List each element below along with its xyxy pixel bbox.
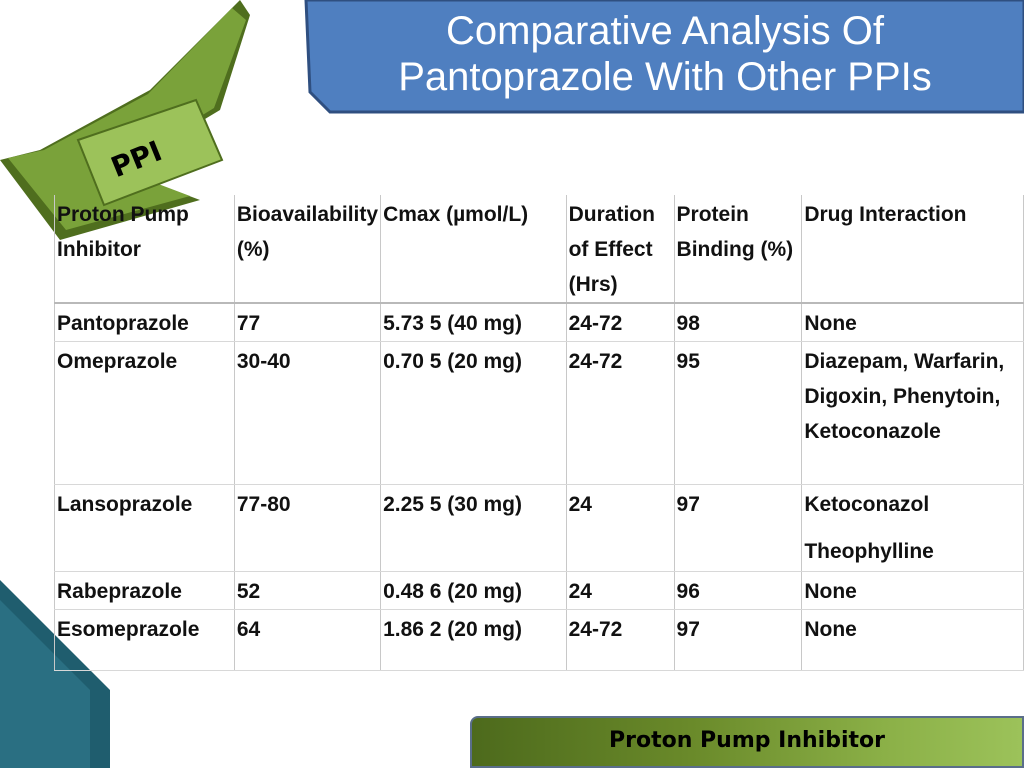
interaction-line: Theophylline [804, 540, 934, 563]
table-cell: 24 [565, 484, 675, 572]
table-cell: 96 [673, 571, 803, 610]
table-cell: None [801, 302, 1024, 342]
table-row: Rabeprazole 52 0.48 6 (20 mg) 24 96 None [54, 571, 1024, 610]
table-row: Esomeprazole 64 1.86 2 (20 mg) 24-72 97 … [54, 609, 1024, 671]
table-row: Lansoprazole 77-80 2.25 5 (30 mg) 24 97 … [54, 484, 1024, 572]
header-cell: Cmax (µmol/L) [380, 195, 567, 304]
table-cell: 24 [565, 571, 675, 610]
comparison-table: Proton Pump Inhibitor Bioavailability (%… [54, 195, 1024, 671]
table-cell: 95 [673, 341, 803, 485]
table-cell: Lansoprazole [54, 484, 235, 572]
table-cell: 2.25 5 (30 mg) [380, 484, 567, 572]
table-cell: None [801, 609, 1024, 671]
table-row: Pantoprazole 77 5.73 5 (40 mg) 24-72 98 … [54, 302, 1024, 342]
header-cell: Drug Interaction [801, 195, 1024, 304]
footer-label: Proton Pump Inhibitor [609, 728, 885, 753]
table-cell: Diazepam, Warfarin, Digoxin, Phenytoin, … [801, 341, 1024, 485]
table-cell: 24-72 [565, 341, 675, 485]
table-cell: Esomeprazole [54, 609, 235, 671]
table-cell: Pantoprazole [54, 302, 235, 342]
table-cell: 0.48 6 (20 mg) [380, 571, 567, 610]
header-cell: Proton Pump Inhibitor [54, 195, 235, 304]
header-cell: Duration of Effect (Hrs) [565, 195, 675, 304]
header-cell: Protein Binding (%) [673, 195, 803, 304]
table-cell: 30-40 [233, 341, 382, 485]
title-line-2: Pantoprazole With Other PPIs [398, 55, 932, 99]
table-cell: 24-72 [565, 609, 675, 671]
table-cell: 52 [233, 571, 382, 610]
table-header-row: Proton Pump Inhibitor Bioavailability (%… [54, 195, 1024, 304]
table-cell: 5.73 5 (40 mg) [380, 302, 567, 342]
table-row: Omeprazole 30-40 0.70 5 (20 mg) 24-72 95… [54, 341, 1024, 485]
page-title: Comparative Analysis Of Pantoprazole Wit… [330, 8, 1000, 100]
table-cell: 77 [233, 302, 382, 342]
title-line-1: Comparative Analysis Of [446, 9, 884, 53]
table-cell: Rabeprazole [54, 571, 235, 610]
table-cell: 77-80 [233, 484, 382, 572]
table-cell: 97 [673, 609, 803, 671]
table-cell: Omeprazole [54, 341, 235, 485]
table-cell: 0.70 5 (20 mg) [380, 341, 567, 485]
table-cell: None [801, 571, 1024, 610]
table-cell: 98 [673, 302, 803, 342]
title-banner [304, 0, 1024, 114]
table-cell: 64 [233, 609, 382, 671]
table-cell-multiline: Ketoconazol Theophylline [801, 484, 1024, 572]
table-cell: 97 [673, 484, 803, 572]
ppi-ribbon-arrow: PPI [0, 0, 250, 240]
table-cell: 24-72 [565, 302, 675, 342]
corner-decoration [0, 580, 110, 768]
footer-banner: Proton Pump Inhibitor [470, 716, 1024, 768]
interaction-line: Ketoconazol [804, 493, 930, 516]
table-cell: 1.86 2 (20 mg) [380, 609, 567, 671]
header-cell: Bioavailability (%) [233, 195, 382, 304]
